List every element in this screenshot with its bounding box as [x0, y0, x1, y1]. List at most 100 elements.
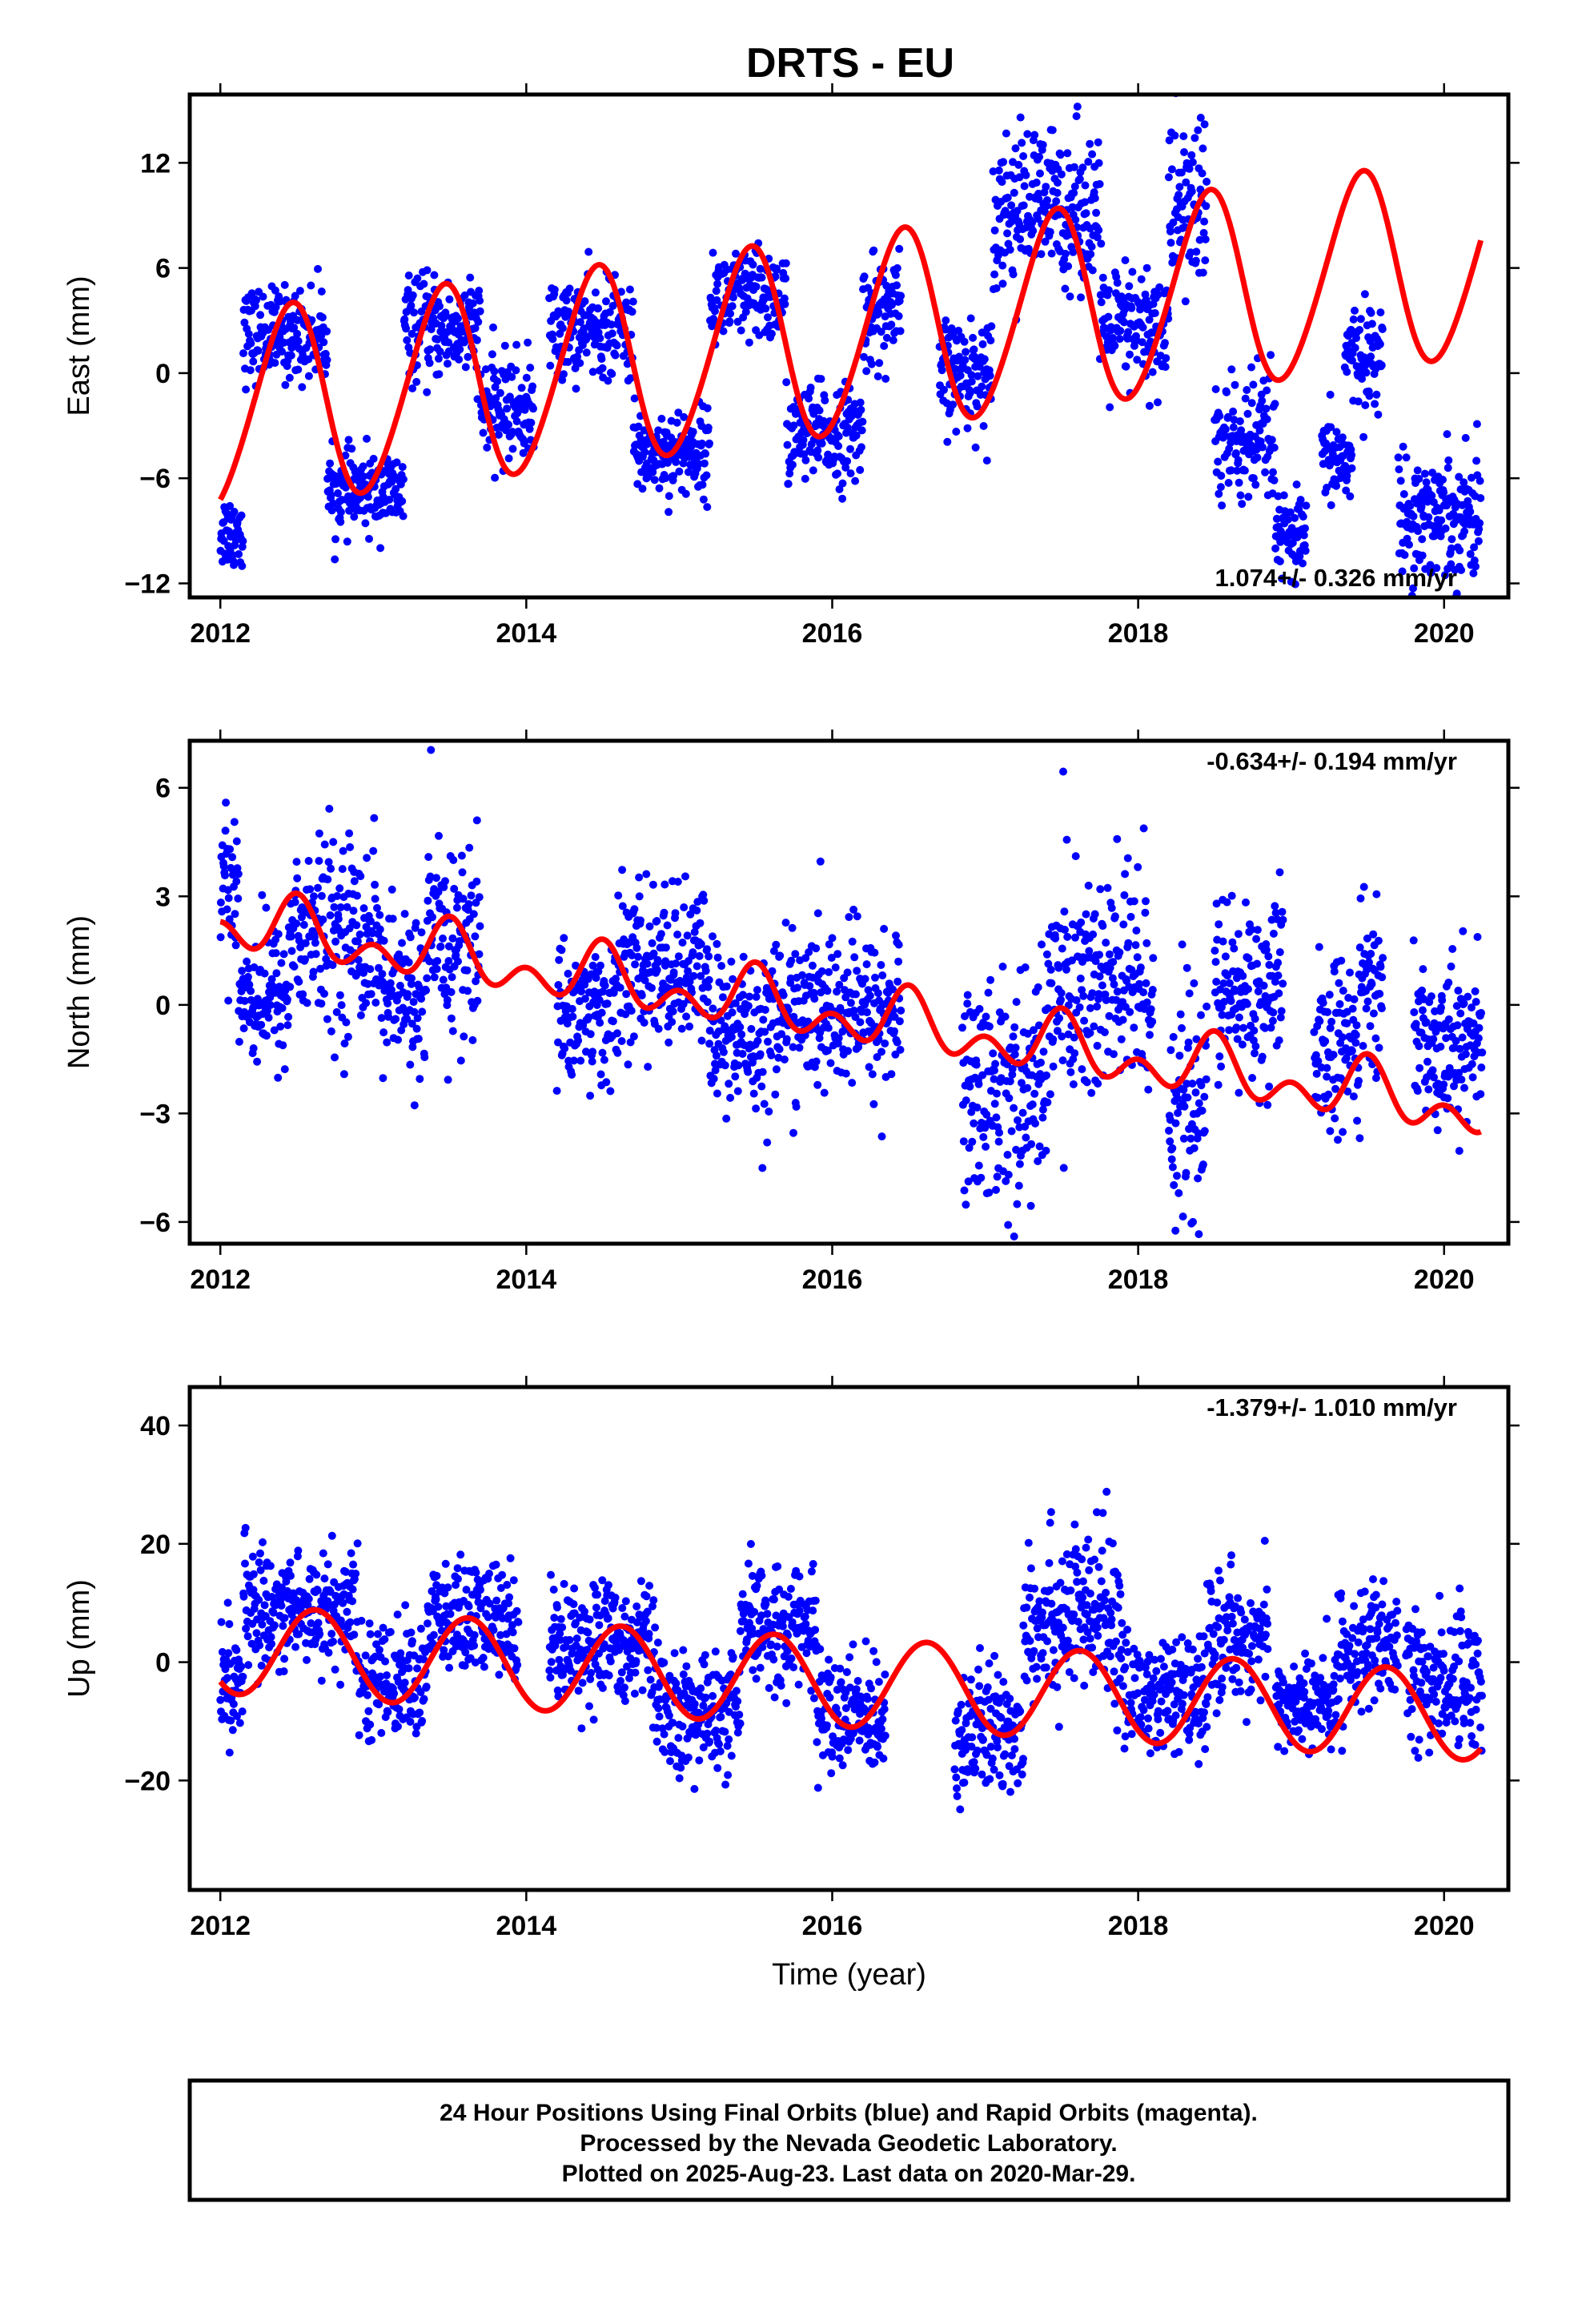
- north-point: [580, 995, 589, 1003]
- north-point: [338, 865, 347, 874]
- east-point: [1164, 173, 1173, 182]
- east-point: [237, 511, 246, 520]
- north-point: [878, 971, 887, 979]
- east-point: [1169, 218, 1178, 227]
- north-point: [1459, 927, 1468, 935]
- east-point: [402, 324, 411, 333]
- north-point: [1211, 947, 1219, 955]
- east-point: [493, 377, 502, 386]
- east-point: [460, 291, 469, 300]
- east-point: [681, 489, 690, 498]
- east-point: [363, 434, 371, 443]
- north-point: [713, 939, 721, 948]
- east-point: [304, 372, 313, 380]
- north-point: [223, 905, 231, 914]
- north-point: [243, 972, 252, 981]
- east-point: [1090, 194, 1099, 203]
- east-point: [331, 555, 339, 564]
- east-point: [501, 375, 510, 384]
- north-point: [440, 990, 449, 999]
- east-point: [425, 359, 434, 368]
- north-point: [718, 993, 727, 1002]
- east-point: [323, 327, 331, 336]
- north-point: [704, 983, 713, 991]
- east-point: [508, 428, 517, 436]
- north-point: [311, 939, 319, 947]
- east-point: [1323, 484, 1331, 492]
- east-point: [1196, 185, 1205, 194]
- east-point: [529, 404, 537, 413]
- north-point: [684, 967, 693, 975]
- east-point: [942, 316, 950, 325]
- east-point: [1064, 262, 1073, 271]
- east-point: [789, 421, 798, 430]
- north-point: [1355, 1134, 1364, 1143]
- north-point: [432, 874, 440, 883]
- north-point: [327, 864, 335, 873]
- north-point: [1089, 930, 1098, 939]
- north-point: [1220, 998, 1228, 1006]
- east-point: [978, 328, 986, 337]
- north-point: [569, 1056, 578, 1065]
- east-point: [962, 348, 970, 356]
- north-point: [369, 846, 378, 855]
- east-point: [745, 338, 753, 347]
- north-point: [722, 1114, 731, 1123]
- east-point: [654, 426, 663, 435]
- north-point: [686, 910, 695, 919]
- east-point: [697, 439, 706, 448]
- east-point: [673, 418, 681, 427]
- east-point: [1343, 368, 1351, 376]
- north-point: [247, 995, 255, 1004]
- east-point: [1201, 235, 1210, 243]
- east-point: [519, 448, 528, 457]
- north-point: [1227, 997, 1235, 1005]
- north-point: [1068, 956, 1076, 965]
- east-point: [1229, 407, 1238, 416]
- north-point: [299, 990, 307, 999]
- north-point: [377, 1014, 386, 1023]
- north-point: [809, 988, 818, 997]
- north-point: [274, 930, 283, 939]
- east-point: [307, 281, 315, 290]
- north-point: [1098, 922, 1107, 931]
- up-point: [374, 1630, 382, 1638]
- north-point: [345, 829, 354, 838]
- north-point: [274, 1073, 283, 1082]
- east-point: [1214, 457, 1223, 466]
- east-point: [1047, 249, 1056, 258]
- east-point: [1348, 356, 1356, 365]
- north-point: [1027, 1140, 1036, 1148]
- north-point: [690, 927, 699, 936]
- north-point: [1363, 965, 1371, 974]
- north-point: [1057, 989, 1066, 997]
- north-point: [423, 974, 432, 983]
- north-point: [873, 1053, 881, 1061]
- east-point: [238, 561, 247, 570]
- east-point: [781, 300, 789, 308]
- north-model-line: [218, 890, 1484, 1136]
- east-point: [280, 280, 289, 289]
- east-point: [412, 377, 421, 386]
- north-point: [1095, 972, 1104, 981]
- north-point: [293, 874, 302, 883]
- east-point: [1258, 396, 1267, 405]
- up-point: [348, 1585, 357, 1594]
- east-point: [1267, 436, 1276, 444]
- north-point: [1326, 1023, 1335, 1032]
- north-point: [1314, 1057, 1323, 1065]
- north-point: [216, 933, 225, 942]
- north-point: [335, 884, 344, 893]
- north-point: [584, 1013, 593, 1022]
- north-point: [681, 872, 689, 881]
- east-point: [1443, 430, 1452, 439]
- east-point: [694, 460, 703, 468]
- east-point: [1261, 468, 1270, 476]
- north-point: [449, 856, 458, 864]
- east-point: [1417, 503, 1426, 511]
- north-point: [870, 948, 879, 957]
- north-point: [1352, 1021, 1361, 1030]
- north-point: [234, 895, 243, 903]
- up-point: [351, 1570, 360, 1578]
- east-point: [455, 355, 464, 364]
